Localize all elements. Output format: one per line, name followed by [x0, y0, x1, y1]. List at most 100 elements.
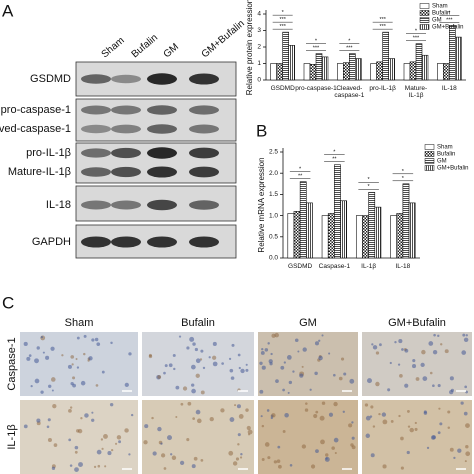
nucleus: [91, 418, 95, 422]
nucleus: [264, 442, 270, 447]
nucleus: [69, 464, 73, 467]
nucleus: [67, 364, 72, 369]
nucleus: [465, 423, 470, 429]
nucleus: [75, 358, 78, 361]
nucleus: [191, 383, 195, 387]
bar: [355, 215, 363, 259]
nucleus: [128, 453, 131, 456]
nucleus: [148, 353, 152, 357]
nucleus: [50, 377, 56, 382]
nucleus: [375, 381, 380, 387]
nucleus: [191, 464, 196, 469]
nucleus: [96, 342, 101, 347]
nucleus: [457, 448, 462, 453]
nucleus: [432, 384, 435, 388]
nucleus: [415, 377, 420, 381]
nucleus: [76, 366, 80, 369]
nucleus: [406, 450, 410, 455]
nucleus: [70, 355, 75, 359]
nucleus: [365, 415, 371, 421]
nucleus: [305, 402, 308, 405]
nucleus: [421, 349, 426, 355]
legend-label: GM: [437, 159, 447, 165]
nucleus: [47, 437, 52, 442]
nucleus: [124, 382, 129, 388]
nucleus: [271, 333, 276, 338]
nucleus: [439, 422, 443, 426]
protein-label: GAPDH: [32, 236, 71, 248]
bar: [327, 213, 335, 259]
nucleus: [440, 343, 443, 346]
sig-label: ***: [379, 24, 386, 30]
panel-label: A: [2, 1, 14, 20]
nucleus: [407, 425, 411, 428]
nucleus: [404, 383, 409, 388]
nucleus: [261, 458, 265, 461]
nucleus: [318, 339, 321, 342]
sig-label: **: [332, 157, 337, 163]
nucleus: [72, 376, 76, 380]
nucleus: [367, 378, 372, 384]
nucleus: [370, 453, 375, 458]
bar: [299, 181, 307, 259]
nucleus: [40, 390, 44, 394]
nucleus: [437, 334, 440, 338]
legend-swatch: [424, 165, 435, 171]
nucleus: [259, 389, 264, 394]
nucleus: [267, 456, 271, 460]
nucleus: [338, 376, 343, 381]
nucleus: [50, 346, 55, 351]
nucleus: [237, 433, 241, 437]
nucleus: [196, 418, 202, 424]
sig-label: **: [298, 174, 303, 180]
y-tick-label: 2: [257, 44, 261, 51]
legend-label: Bufalin: [432, 11, 450, 17]
nucleus: [463, 411, 468, 416]
nucleus: [270, 352, 273, 356]
nucleus: [301, 444, 307, 449]
nucleus: [83, 334, 87, 338]
legend-swatch: [419, 17, 430, 23]
protein-label: IL-18: [46, 199, 71, 211]
nucleus: [96, 449, 102, 455]
nucleus: [239, 456, 243, 459]
nucleus: [378, 412, 381, 416]
nucleus: [101, 447, 104, 450]
band: [111, 147, 141, 159]
nucleus: [240, 453, 243, 456]
bar: [409, 61, 417, 81]
nucleus: [34, 358, 39, 364]
nucleus: [235, 457, 240, 461]
protein-label: Mature-IL-1β: [8, 166, 71, 178]
nucleus: [234, 404, 237, 407]
micrograph: [20, 332, 138, 396]
nucleus: [111, 448, 114, 452]
protein-label: Cleaved-caspase-1: [0, 123, 71, 135]
nucleus: [282, 430, 286, 433]
band: [189, 236, 219, 248]
nucleus: [202, 366, 206, 370]
nucleus: [309, 388, 312, 391]
nucleus: [437, 384, 441, 388]
nucleus: [464, 460, 467, 463]
nucleus: [304, 408, 309, 412]
protein-label: GSDMD: [30, 73, 71, 85]
nucleus: [465, 334, 468, 337]
nucleus: [47, 418, 51, 422]
nucleus: [387, 388, 391, 392]
nucleus: [128, 352, 132, 356]
nucleus: [23, 424, 28, 429]
nucleus: [84, 413, 89, 418]
nucleus: [282, 388, 285, 392]
nucleus: [130, 413, 134, 417]
bar: [390, 215, 398, 259]
x-tick-label: pro-caspase-1: [295, 85, 337, 92]
bar: [388, 58, 395, 81]
nucleus: [107, 451, 112, 456]
nucleus: [42, 351, 45, 354]
nucleus: [320, 439, 325, 445]
nucleus: [267, 342, 270, 345]
nucleus: [74, 445, 79, 450]
nucleus: [409, 427, 414, 433]
nucleus: [400, 436, 404, 441]
